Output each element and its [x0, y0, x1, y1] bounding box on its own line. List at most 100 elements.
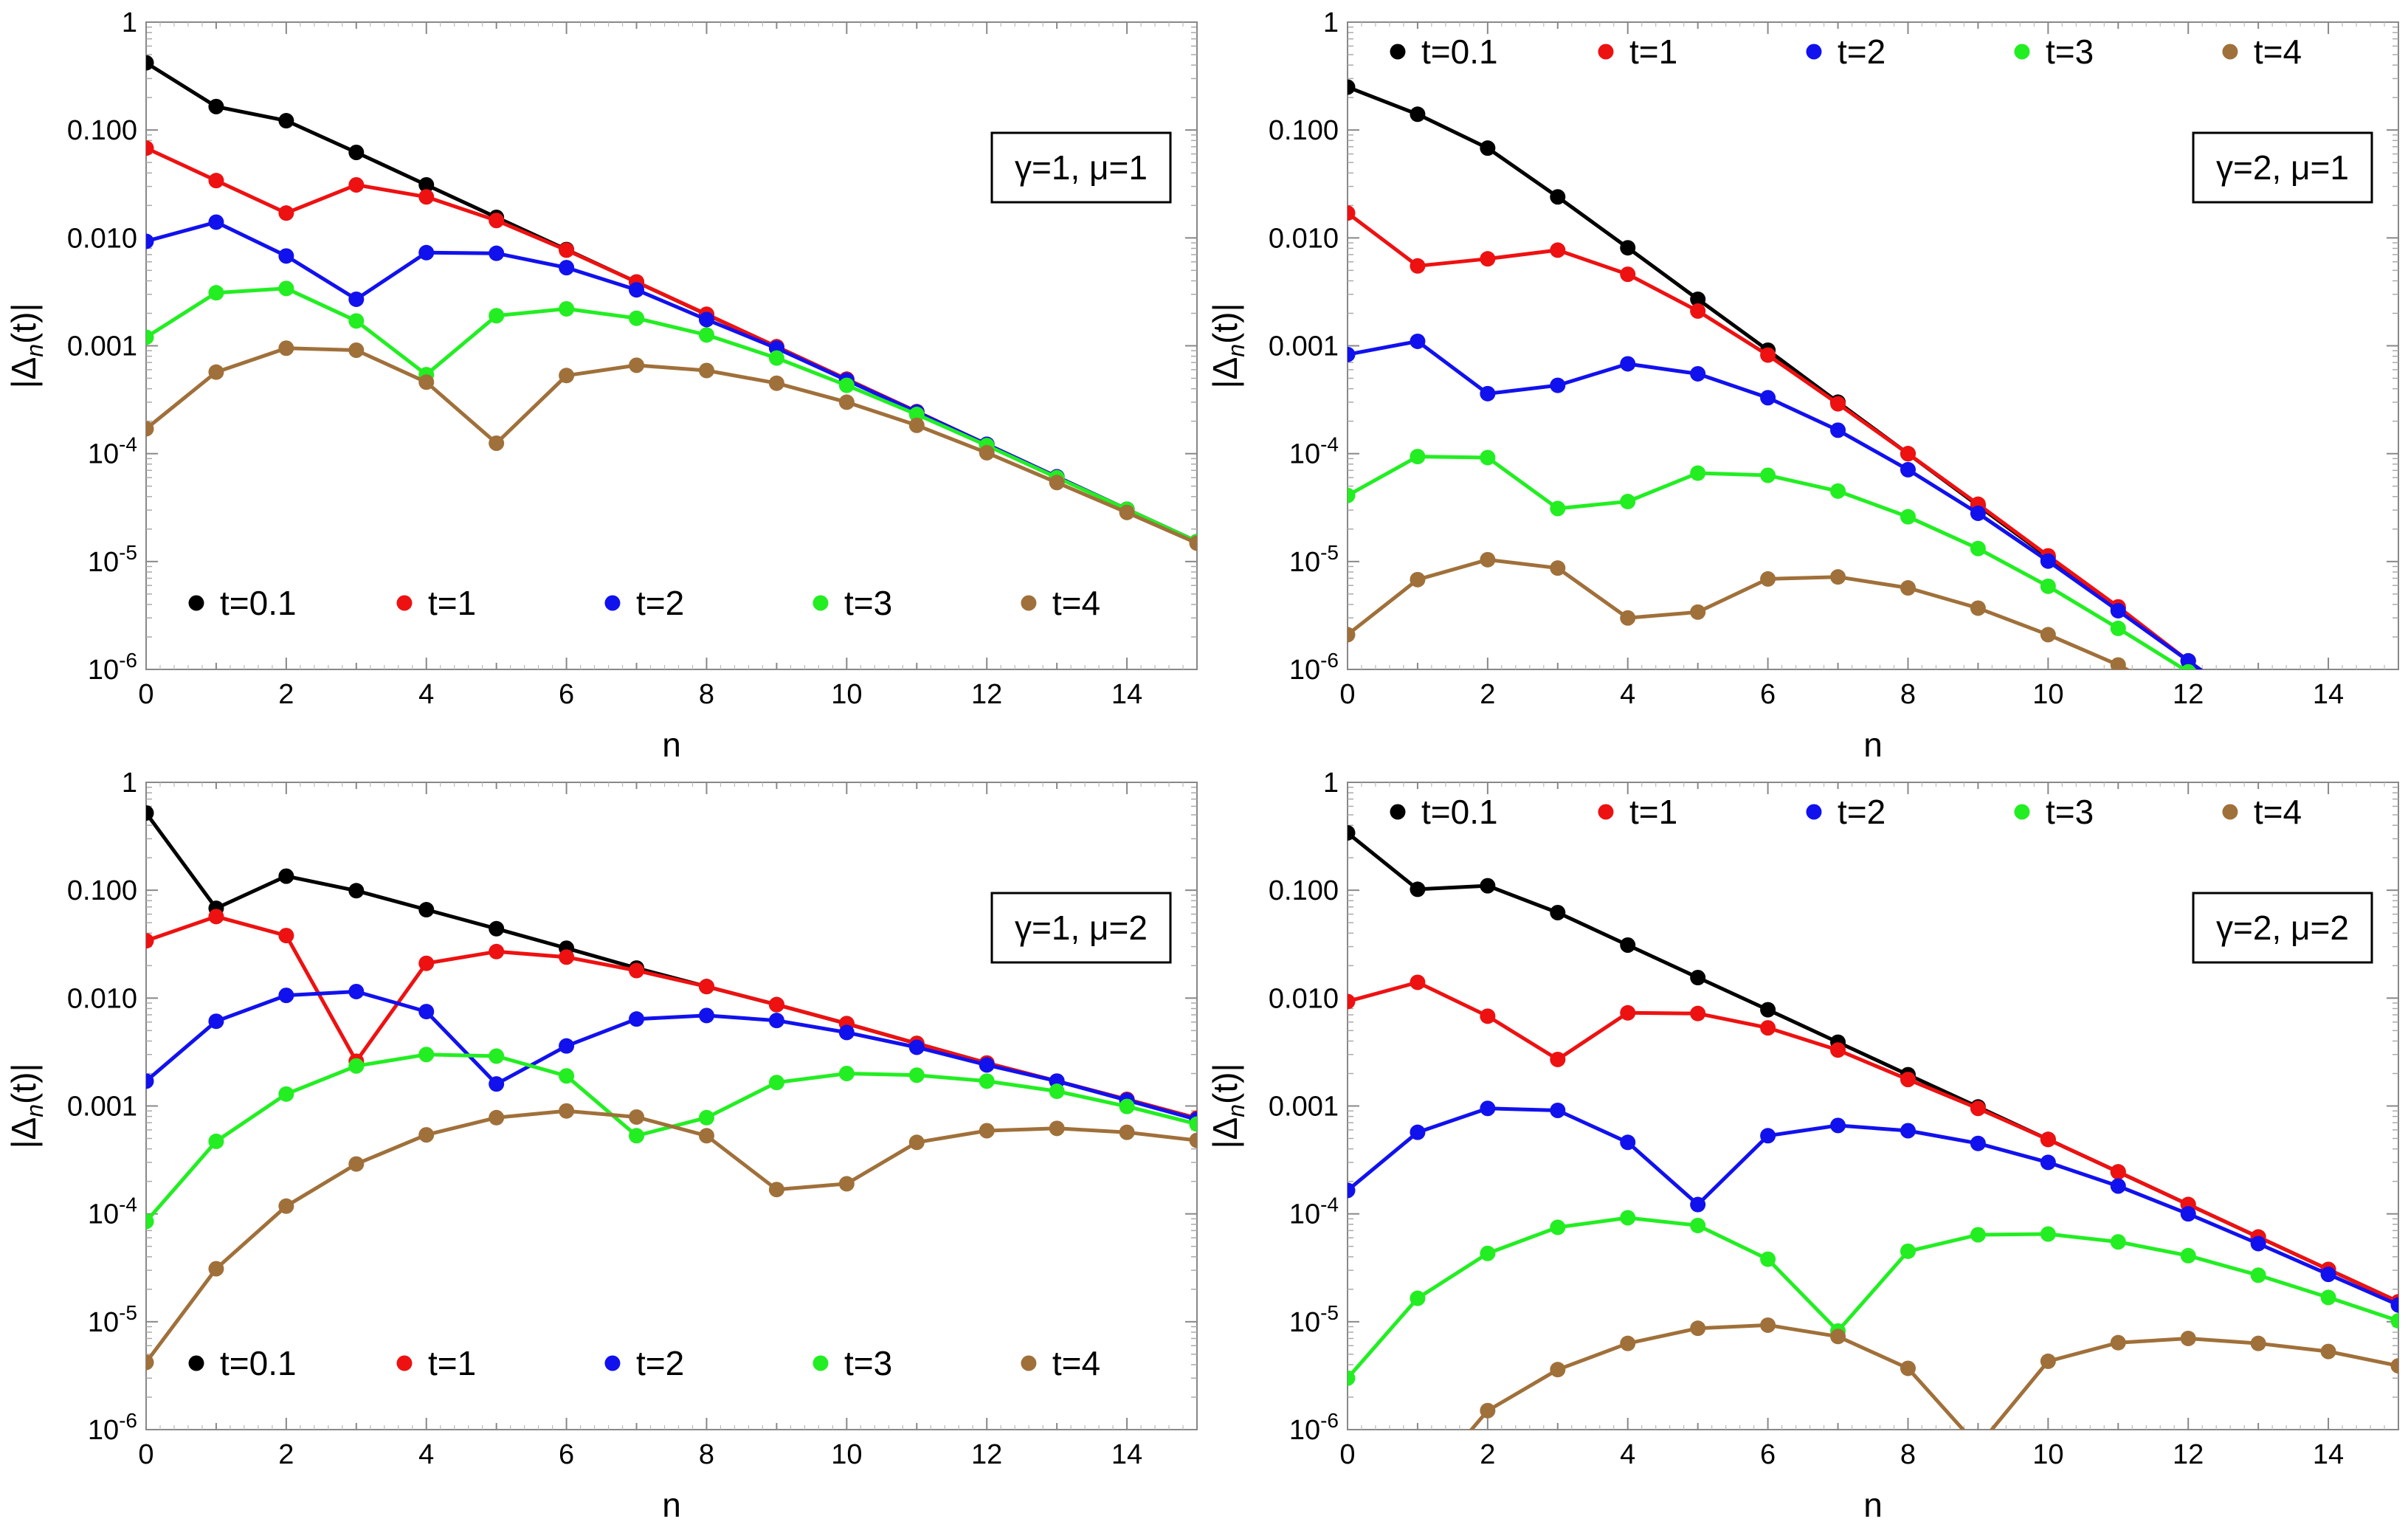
data-point-t=3	[1690, 1217, 1706, 1233]
data-point-t=4	[348, 342, 365, 358]
data-point-t=3	[2040, 578, 2056, 594]
data-point-t=1	[1690, 303, 1706, 319]
params-box	[990, 131, 1172, 204]
data-point-t=4	[1900, 580, 1916, 596]
legend-marker-t=3	[2014, 44, 2030, 60]
y-axis-label-part: (t)|	[1206, 303, 1244, 344]
data-point-t=2	[629, 282, 645, 298]
data-point-t=4	[146, 421, 154, 437]
data-point-t=3	[2390, 1313, 2398, 1329]
x-tick-label: 10	[2032, 1439, 2063, 1470]
data-point-t=2	[1480, 385, 1496, 402]
y-axis-label-part: |Δ	[4, 1117, 43, 1149]
x-tick-label: 14	[1111, 679, 1142, 710]
series-line-t=3	[1348, 1216, 2398, 1379]
data-point-t=4	[629, 357, 645, 373]
y-tick-base: 10	[88, 1415, 119, 1446]
params-box	[2192, 892, 2373, 964]
series-layer	[1348, 79, 2336, 773]
legend-label-t=1: t=1	[428, 1344, 476, 1382]
data-point-t=0.1	[1620, 240, 1636, 256]
data-point-t=1	[2110, 1164, 2126, 1180]
series-layer	[1348, 824, 2398, 1430]
data-point-t=4	[1049, 1120, 1065, 1137]
data-point-t=2	[838, 1024, 855, 1041]
data-point-t=4	[489, 435, 505, 452]
legend-marker-t=4	[2222, 44, 2238, 60]
y-tick-base: 10	[88, 1199, 119, 1230]
y-tick-label: 1	[1323, 7, 1339, 38]
data-point-t=3	[1620, 1210, 1636, 1226]
x-tick-label: 10	[831, 679, 862, 710]
data-point-t=4	[979, 444, 995, 461]
data-point-t=4	[908, 1134, 925, 1151]
data-point-t=4	[1348, 627, 1356, 643]
data-point-t=2	[2251, 705, 2266, 720]
x-tick-label: 10	[2032, 679, 2063, 710]
data-point-t=1	[1348, 993, 1356, 1010]
data-point-t=0.1	[1410, 881, 1426, 897]
data-point-t=4	[278, 1198, 294, 1214]
data-point-t=1	[146, 140, 154, 156]
series-line-t=3	[1348, 455, 2188, 669]
data-point-t=1	[698, 979, 714, 995]
legend-marker-t=4	[2222, 804, 2238, 820]
data-point-t=4	[698, 1128, 714, 1144]
data-point-t=3	[1480, 1245, 1496, 1261]
data-point-t=3	[559, 300, 575, 317]
y-tick-base: 10	[88, 655, 119, 686]
x-tick-label: 12	[2173, 679, 2204, 710]
data-point-t=2	[278, 988, 294, 1004]
x-tick-label: 4	[1620, 679, 1635, 710]
data-point-t=2	[1480, 1100, 1496, 1117]
data-point-t=3	[698, 327, 714, 343]
y-axis-label-part: (t)|	[4, 303, 43, 344]
series-line-t=4	[146, 1109, 1197, 1364]
data-point-t=3	[698, 1109, 714, 1126]
data-point-t=2	[2320, 1267, 2336, 1283]
y-tick-label: 10-4	[1289, 1193, 1339, 1230]
y-tick-label: 0.001	[1269, 1092, 1339, 1123]
data-point-t=0.1	[146, 805, 154, 821]
series-line-t=1	[1348, 980, 2398, 1304]
y-tick-exponent: -6	[1320, 1409, 1339, 1432]
x-tick-label: 6	[559, 679, 574, 710]
data-point-t=4	[838, 1176, 855, 1192]
data-point-t=0.1	[1550, 905, 1566, 921]
data-point-t=2	[768, 1013, 784, 1029]
y-tick-label: 10-5	[1289, 1301, 1339, 1338]
data-point-t=1	[278, 928, 294, 944]
data-point-t=1	[1690, 1005, 1706, 1021]
series-line-t=1	[146, 146, 1197, 544]
data-point-t=4	[2390, 1358, 2398, 1374]
series-line-t=4	[146, 346, 1197, 545]
y-tick-label: 10-6	[1289, 649, 1339, 686]
data-point-t=3	[1760, 1251, 1776, 1267]
x-tick-label: 6	[1760, 1439, 1776, 1470]
y-tick-label: 10-6	[88, 649, 137, 686]
data-point-t=4	[418, 374, 435, 390]
data-point-t=2	[278, 248, 294, 264]
y-tick-label: 0.010	[67, 983, 137, 1014]
series-line-t=4	[1348, 557, 2131, 669]
data-point-t=2	[1620, 356, 1636, 372]
legend-label-t=3: t=3	[844, 1344, 892, 1382]
y-axis-label-subscript: n	[21, 344, 48, 357]
plot-frame	[1347, 782, 2399, 1430]
data-point-t=1	[278, 205, 294, 221]
data-point-t=2	[1690, 1196, 1706, 1213]
data-point-t=1	[2321, 757, 2336, 773]
y-tick-exponent: -6	[1320, 649, 1339, 672]
data-point-t=3	[2250, 1267, 2266, 1283]
data-point-t=2	[1410, 333, 1426, 349]
data-point-t=0.1	[1760, 1002, 1776, 1018]
data-point-t=2	[559, 1038, 575, 1054]
x-tick-label: 12	[2173, 1439, 2204, 1470]
data-point-t=4	[208, 1261, 224, 1277]
y-axis-label: |Δn(t)|	[1206, 1064, 1249, 1149]
data-point-t=0.1	[1480, 878, 1496, 894]
data-point-t=1	[629, 962, 645, 979]
data-point-t=2	[2250, 1236, 2266, 1252]
data-point-t=1	[348, 177, 365, 193]
